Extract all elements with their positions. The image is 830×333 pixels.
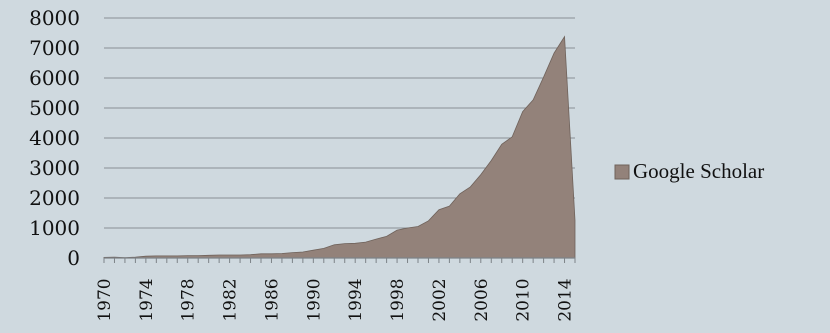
- y-tick-label: 4000: [29, 126, 80, 150]
- x-tick-label: 1990: [304, 278, 324, 321]
- y-tick-label: 8000: [29, 6, 80, 30]
- x-tick-label: 2010: [514, 278, 534, 321]
- y-tick-label: 6000: [29, 66, 80, 90]
- x-tick-label: 1982: [221, 278, 241, 321]
- x-tick-label: 2006: [472, 278, 492, 321]
- legend-swatch: [614, 164, 630, 180]
- x-tick-label: 1970: [95, 278, 115, 321]
- x-tick-label: 2014: [556, 278, 576, 321]
- axes: [103, 257, 576, 263]
- x-tick-label: 1978: [179, 278, 199, 321]
- y-axis-ticks: 0 1000 2000 3000 4000 5000 6000 7000 8000: [29, 6, 80, 270]
- y-tick-label: 7000: [29, 36, 80, 60]
- legend: Google Scholar: [614, 159, 764, 183]
- x-tick-label: 1986: [262, 278, 282, 321]
- legend-label: Google Scholar: [633, 159, 764, 183]
- x-tick-label: 1998: [388, 278, 408, 321]
- y-tick-label: 5000: [29, 96, 80, 120]
- plot-area: [103, 35, 576, 259]
- y-tick-label: 3000: [29, 156, 80, 180]
- x-axis-ticks: 1970 1974 1978 1982 1986 1990 1994 1998 2002 2006…: [95, 278, 576, 321]
- gridlines: [104, 17, 575, 229]
- x-tick-label: 1974: [137, 278, 157, 321]
- y-tick-label: 2000: [29, 186, 80, 210]
- x-tick-label: 2002: [430, 278, 450, 321]
- google-scholar-area: [103, 35, 576, 259]
- y-tick-label: 1000: [29, 216, 80, 240]
- y-tick-label: 0: [67, 246, 80, 270]
- x-tick-label: 1994: [346, 278, 366, 321]
